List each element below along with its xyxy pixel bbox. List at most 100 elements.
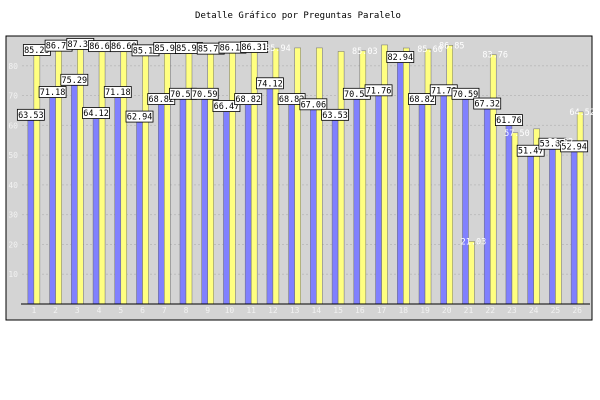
x-tick-label: 26 (572, 306, 582, 315)
bar-series-0-18 (397, 56, 404, 305)
data-label-text: 66.47 (214, 102, 240, 112)
data-label-box (103, 86, 132, 98)
data-label-text: 75.29 (62, 76, 88, 86)
x-tick-label: 17 (377, 306, 387, 315)
bar-series-0-11 (244, 98, 252, 305)
y-tick-label: 60 (8, 121, 18, 130)
data-label-text: 51.47 (518, 147, 544, 157)
x-tick-label: 19 (420, 306, 430, 315)
bar-series-1-7 (164, 47, 171, 305)
x-tick-label: 25 (551, 306, 561, 315)
data-label-box (451, 87, 480, 100)
data-label-box (256, 77, 284, 90)
data-label-box (473, 97, 502, 110)
data-label: 86.31 (240, 41, 269, 53)
data-label-text: 86.60 (89, 42, 115, 52)
x-tick-label: 13 (290, 306, 300, 315)
data-label-text: 86.76 (46, 42, 72, 52)
bar-series-1-20 (446, 45, 453, 305)
bar-series-0-13 (288, 98, 295, 305)
data-label-text: 63.53 (18, 111, 44, 121)
y-tick-label: 50 (8, 151, 18, 160)
data-label-text: 86.10 (220, 44, 246, 54)
x-tick-label: 9 (205, 306, 210, 315)
x-tick-label: 3 (75, 306, 80, 315)
bar-series-0-19 (418, 98, 426, 305)
data-label-text: 85.60 (417, 45, 443, 55)
bar-series-0-2 (49, 91, 56, 305)
x-tick-label: 22 (485, 306, 495, 315)
bar-series-1-23 (511, 132, 519, 305)
bar-series-0-4 (92, 112, 100, 305)
bar-series-0-8 (179, 93, 187, 305)
data-label-text: 64.52 (569, 108, 595, 118)
y-tick-label: 10 (8, 270, 18, 279)
y-tick-label: 40 (8, 181, 18, 190)
data-label-text: 57.50 (504, 129, 530, 139)
data-label-box (560, 140, 589, 153)
data-label-text: 62.94 (127, 113, 153, 123)
data-label-box (234, 93, 263, 105)
data-label-text: 85.76 (198, 45, 224, 55)
data-label-box (240, 41, 269, 53)
data-label-box (321, 108, 349, 121)
bar-series-1-22 (489, 54, 497, 305)
data-label: 75.29 (60, 73, 89, 86)
bar-series-1-17 (381, 44, 388, 305)
data-label-text: 85.03 (352, 47, 378, 57)
data-label: 63.53 (16, 108, 45, 121)
y-tick-label: 20 (8, 240, 18, 249)
bar-series-1-21 (468, 241, 475, 305)
x-tick-label: 12 (268, 306, 278, 315)
data-label-text: 71.76 (431, 86, 457, 96)
data-label-box (364, 84, 393, 97)
x-tick-label: 20 (442, 306, 452, 315)
bar-series-1-14 (316, 47, 323, 305)
data-label: 63.53 (321, 108, 349, 121)
data-label-text: 70.59 (344, 90, 370, 100)
bar-series-1-18 (403, 47, 410, 305)
data-label-text: 87.35 (68, 40, 94, 50)
data-label: 66.47 (212, 100, 241, 112)
bar-series-1-4 (98, 45, 106, 305)
data-label-text: 52.94 (561, 142, 587, 152)
x-tick-label: 14 (312, 306, 322, 315)
x-tick-label: 11 (246, 306, 256, 315)
bar-series-0-16 (353, 93, 361, 305)
data-label-text: 74.12 (257, 79, 283, 89)
data-label-text: 68.82 (409, 95, 435, 105)
data-label-text: 82.94 (387, 53, 413, 63)
data-label-box (299, 98, 328, 111)
x-tick-label: 4 (97, 306, 102, 315)
data-label-box (408, 93, 436, 105)
data-label-text: 85.94 (154, 44, 180, 54)
bar-series-1-9 (207, 48, 214, 305)
bar-series-0-17 (375, 90, 382, 305)
data-label-text: 53.82 (540, 140, 566, 150)
x-tick-label: 8 (184, 306, 189, 315)
data-label: 61.76 (495, 114, 523, 126)
x-tick-label: 21 (464, 306, 474, 315)
bar-series-0-20 (440, 90, 447, 305)
bar-series-1-25 (555, 141, 562, 305)
x-tick-label: 1 (31, 306, 36, 315)
bar-series-0-26 (570, 146, 578, 305)
data-label-box (386, 51, 415, 63)
bar-series-0-6 (136, 116, 143, 305)
bars (21, 43, 590, 305)
data-label-text: 58.82 (548, 137, 574, 147)
data-label-box (516, 144, 545, 157)
data-label-box (82, 107, 110, 119)
data-label-text: 70.59 (170, 90, 196, 100)
data-label-text: 83.76 (482, 51, 508, 61)
data-label: 64.12 (82, 107, 110, 119)
bar-series-0-15 (331, 114, 339, 305)
bar-series-1-10 (229, 47, 236, 305)
data-label-text: 85.94 (265, 44, 291, 54)
data-label-box (38, 86, 67, 98)
chart-title: Detalle Gráfico por Preguntas Paralelo (195, 11, 401, 21)
y-tick-label: 70 (8, 92, 18, 101)
data-label-text: 67.32 (474, 100, 500, 110)
bar-series-1-8 (185, 47, 193, 305)
